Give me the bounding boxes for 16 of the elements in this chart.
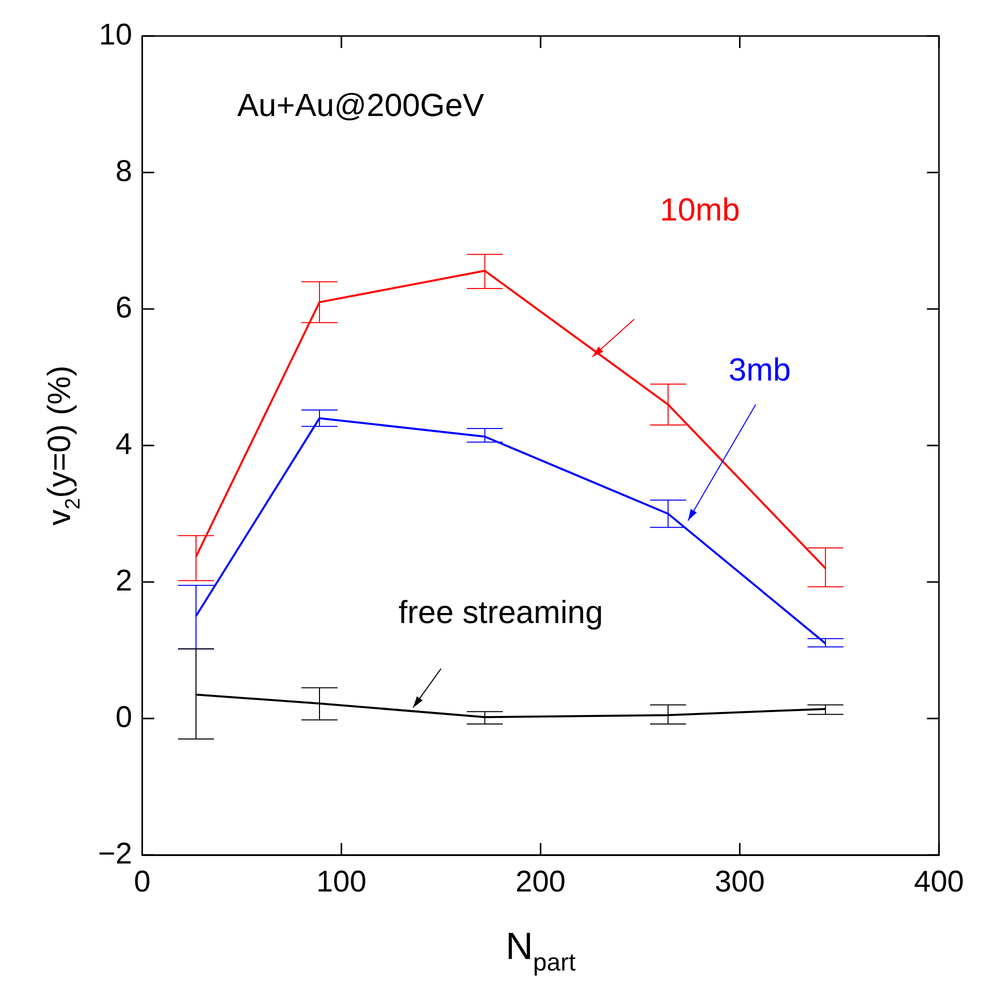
x-tick-label: 400 (914, 865, 964, 898)
y-tick-label: 2 (116, 564, 132, 598)
x-tick-label: 100 (316, 865, 366, 898)
y-tick-label: 10 (98, 18, 132, 52)
x-tick-label: 300 (714, 865, 765, 898)
y-tick-label: 4 (116, 428, 132, 461)
annotation: Au+Au@200GeV (237, 87, 485, 123)
text: 10mb (660, 191, 740, 228)
y-tick-label: 6 (116, 291, 132, 324)
y-tick-label: 8 (116, 154, 132, 188)
y-tick-label: −2 (98, 837, 132, 870)
text: 3mb (728, 352, 791, 388)
y-axis-title: v2(y=0) (%) (41, 365, 85, 526)
x-tick-label: 200 (516, 865, 566, 898)
y-tick-label: 0 (116, 700, 132, 734)
text: free streaming (398, 594, 604, 630)
